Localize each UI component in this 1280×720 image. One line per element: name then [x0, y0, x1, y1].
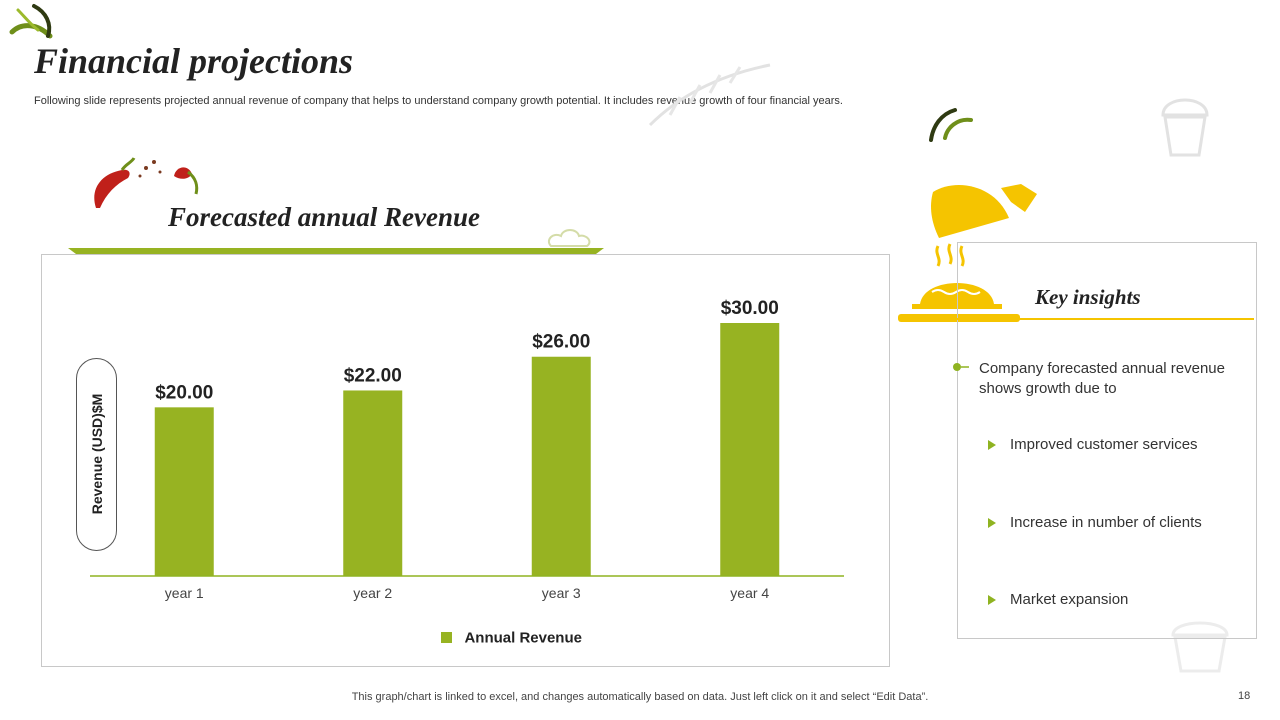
chart-legend[interactable]: Annual Revenue — [441, 629, 582, 647]
bar-year-3[interactable] — [531, 356, 591, 576]
page-number: 18 — [1238, 690, 1251, 702]
y-axis-label-pill — [76, 358, 117, 551]
key-insights-heading: Key insights — [1035, 285, 1141, 309]
triangle-bullet-icon — [988, 518, 996, 528]
x-tick-label: year 4 — [730, 585, 769, 601]
legend-label: Annual Revenue — [464, 629, 582, 647]
page-subtitle: Following slide represents projected ann… — [34, 95, 843, 107]
wheat-icon — [648, 63, 771, 127]
chart-heading: Forecasted annual Revenue — [168, 202, 481, 232]
data-label: $22.00 — [344, 365, 402, 386]
cupcake-icon — [1171, 621, 1229, 673]
insight-bullet: Market expansion — [988, 591, 1129, 608]
footer-note: This graph/chart is linked to excel, and… — [351, 691, 929, 703]
triangle-bullet-icon — [988, 595, 996, 605]
key-insights-panel — [957, 242, 1257, 639]
cupcake-icon — [1161, 98, 1209, 157]
data-label: $20.00 — [155, 382, 213, 403]
revenue-bar-chart[interactable]: $20.00 year 1 $22.00 year 2 $26.00 year 3 $30.… — [41, 254, 890, 667]
triangle-bullet-icon — [988, 440, 996, 450]
y-axis-label: Revenue (USD)$M — [89, 393, 105, 515]
insight-bullet-text: Improved customer services — [1010, 436, 1198, 453]
bar-year-1[interactable] — [154, 407, 214, 576]
page-title: Financial projections — [34, 41, 354, 81]
bar-year-4[interactable] — [720, 323, 780, 576]
serving-cloche-icon — [931, 184, 1037, 238]
insight-bullet-text: Increase in number of clients — [1010, 514, 1202, 531]
x-tick-label: year 2 — [353, 585, 392, 601]
bar-year-2[interactable] — [343, 390, 403, 576]
insight-lead-text: Company forecasted annual revenue shows … — [979, 360, 1225, 397]
bullet-dot-icon — [953, 363, 969, 371]
cloud-doodle-icon — [547, 229, 591, 247]
insight-bullet-text: Market expansion — [1010, 591, 1129, 608]
insight-bullet: Increase in number of clients — [988, 514, 1202, 531]
data-label: $26.00 — [532, 332, 590, 353]
insights-divider — [900, 318, 1254, 320]
leaf-icon — [9, 4, 53, 39]
chart-panel — [41, 254, 890, 667]
chili-icon — [94, 157, 199, 208]
legend-swatch — [441, 632, 452, 644]
heading-underline — [68, 248, 604, 254]
insight-bullet: Improved customer services — [988, 436, 1198, 453]
x-tick-label: year 1 — [165, 585, 204, 601]
data-label: $30.00 — [721, 298, 779, 319]
x-tick-label: year 3 — [542, 585, 581, 601]
leaf-icon — [929, 108, 973, 142]
